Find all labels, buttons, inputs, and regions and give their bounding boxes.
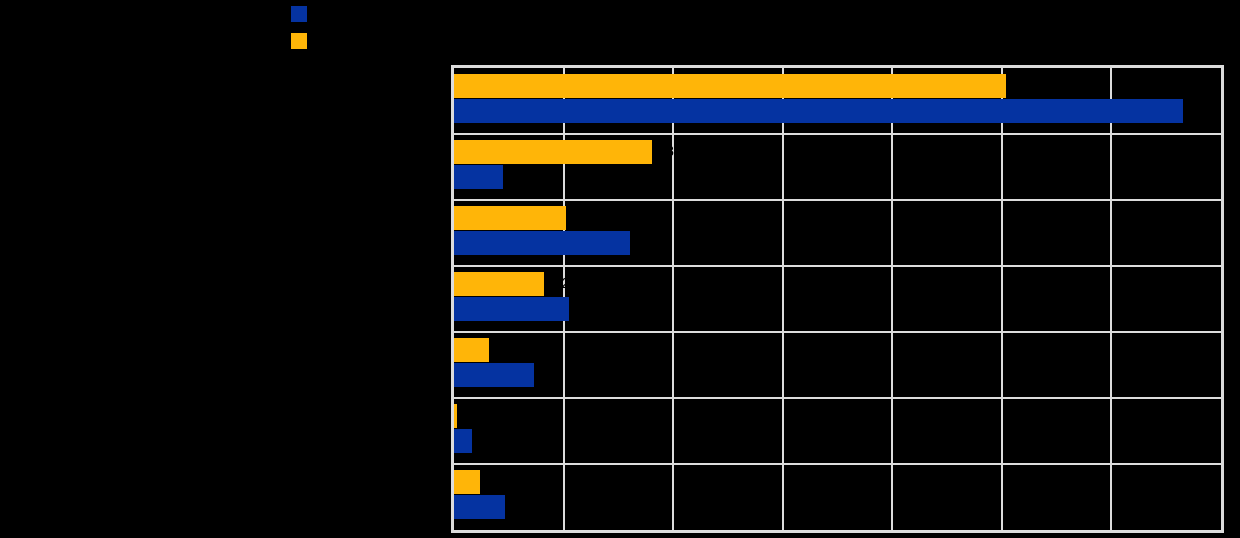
bar-value-label: 4.5 <box>508 168 530 185</box>
bar-series1-category2 <box>454 165 504 189</box>
bar-value-label: 3.2 <box>494 341 515 358</box>
bar-value-label: 16.1 <box>635 234 665 251</box>
bar-value-label: 10.5 <box>574 300 604 317</box>
bar-series1-category3 <box>454 231 631 255</box>
bar-series2-category7 <box>454 470 481 494</box>
bar-series2-category1 <box>454 74 1007 98</box>
bar-series2-category2 <box>454 140 653 164</box>
bar-series2-category4 <box>454 272 544 296</box>
plot-area: 50.4 66.5 18.1 4.5 10.2 16.1 8.2 10.5 3.2 7.3 0.3 1… <box>451 65 1224 533</box>
gridline-vertical <box>781 68 784 530</box>
bar-series1-category7 <box>454 495 506 519</box>
gridline-vertical <box>1000 68 1003 530</box>
legend-swatch-series2 <box>291 33 307 49</box>
bar-value-label: 8.2 <box>548 275 570 292</box>
bar-series2-category5 <box>454 338 490 362</box>
gridline-vertical <box>891 68 894 530</box>
bar-value-label: 50.4 <box>1011 77 1041 94</box>
bar-series1-category1 <box>454 99 1183 123</box>
gridline-horizontal <box>454 463 1221 465</box>
legend-item-series1 <box>291 6 316 22</box>
bar-value-label: 0.3 <box>462 407 484 424</box>
gridline-horizontal <box>454 133 1221 135</box>
gridline-horizontal <box>454 199 1221 201</box>
gridline-vertical <box>672 68 675 530</box>
gridline-horizontal <box>454 397 1221 399</box>
bar-series1-category6 <box>454 429 472 453</box>
bar-value-label: 66.5 <box>1187 102 1217 119</box>
gridline-horizontal <box>454 265 1221 267</box>
bar-value-label: 4.7 <box>510 498 532 515</box>
legend-swatch-series1 <box>291 6 307 22</box>
bar-value-label: 2.4 <box>485 473 507 490</box>
legend-item-series2 <box>291 33 316 49</box>
gridline-vertical <box>1110 68 1113 530</box>
bar-series1-category5 <box>454 363 534 387</box>
bar-value-label: 1.6 <box>476 432 498 449</box>
bar-series2-category6 <box>454 404 458 428</box>
bar-value-label: 18.1 <box>657 143 687 160</box>
bar-series1-category4 <box>454 297 570 321</box>
gridline-horizontal <box>454 331 1221 333</box>
bar-value-label: 7.3 <box>538 366 560 383</box>
bar-series2-category3 <box>454 206 566 230</box>
bar-value-label: 10.2 <box>570 209 600 226</box>
